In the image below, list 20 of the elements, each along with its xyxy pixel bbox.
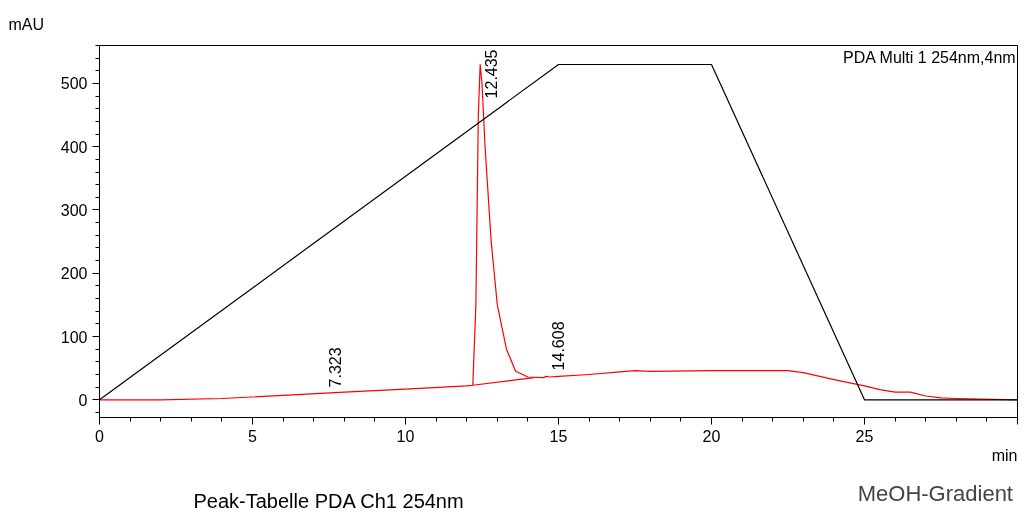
- x-tick-label: 10: [396, 427, 415, 445]
- x-tick-label: 15: [549, 427, 568, 445]
- y-tick-label: 400: [60, 138, 88, 156]
- y-tick-label: 500: [60, 75, 88, 93]
- y-tick-label: 200: [60, 265, 88, 283]
- x-axis-title: min: [991, 446, 1018, 464]
- annotation: 12.435: [483, 49, 501, 99]
- y-tick-label: 100: [60, 328, 88, 346]
- y-tick-label: 300: [60, 201, 88, 219]
- annotation: PDA Multi 1 254nm,4nm: [843, 48, 1016, 66]
- text: Peak-Tabelle PDA Ch1 254nm: [193, 489, 464, 512]
- annotation: 7.323: [326, 347, 344, 388]
- x-tick-label: 0: [95, 427, 105, 445]
- x-tick-label: 20: [702, 427, 721, 445]
- y-tick-label: 0: [78, 391, 88, 409]
- y-axis-title: mAU: [8, 15, 45, 33]
- x-tick-label: 5: [248, 427, 258, 445]
- x-tick-label: 25: [855, 427, 874, 445]
- text: MeOH-Gradient: [857, 481, 1013, 507]
- annotation: 14.608: [549, 321, 567, 371]
